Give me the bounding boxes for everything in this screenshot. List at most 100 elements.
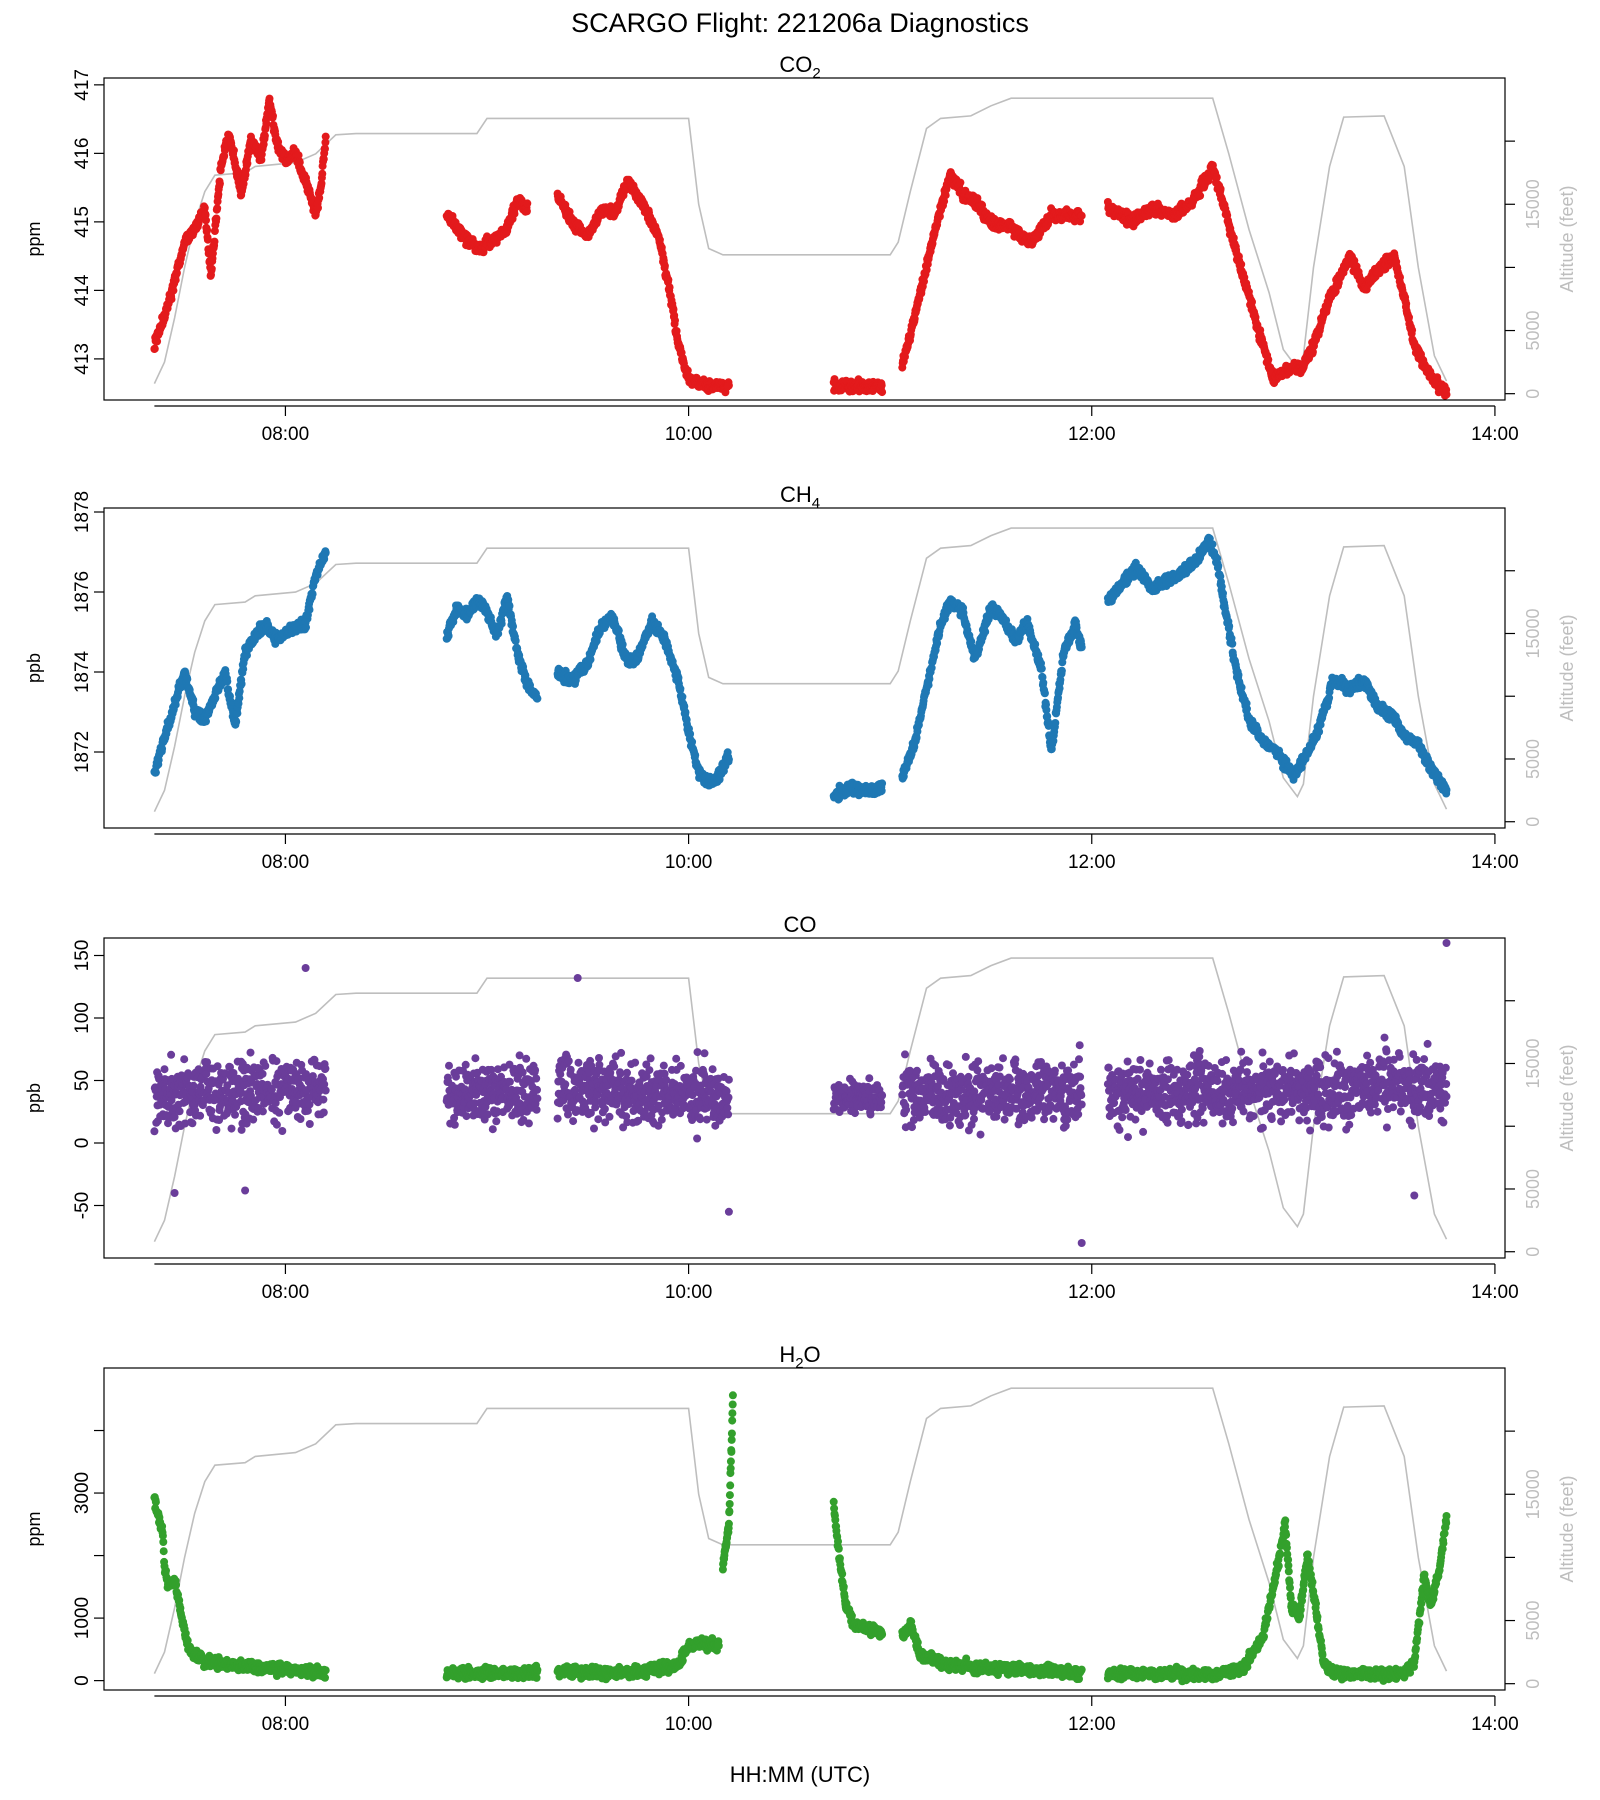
data-point	[497, 619, 506, 628]
data-point	[308, 590, 317, 599]
y-tick-label: 413	[72, 343, 93, 375]
data-point	[318, 169, 327, 178]
y-axis-label: ppm	[24, 221, 44, 256]
altitude-line	[153, 97, 1448, 384]
data-point	[1248, 298, 1256, 306]
data-point	[207, 264, 216, 273]
data-point	[232, 717, 241, 726]
data-point	[314, 203, 322, 212]
data-point	[724, 755, 733, 764]
data-point	[212, 214, 221, 223]
data-point	[321, 132, 330, 141]
data-point	[660, 261, 669, 270]
data-point	[657, 243, 666, 252]
figure-xlabel: HH:MM (UTC)	[730, 1762, 871, 1787]
data-point	[665, 283, 674, 292]
data-point	[210, 237, 219, 246]
data-point	[183, 675, 192, 684]
data-point	[153, 337, 162, 346]
data-point	[935, 212, 944, 221]
series-points-1	[150, 533, 1451, 804]
data-point	[1228, 639, 1237, 648]
x-tick-label: 10:00	[665, 424, 713, 445]
data-point	[302, 623, 310, 632]
panel-title-subscript: 4	[812, 495, 820, 512]
data-point	[1037, 664, 1046, 673]
data-point	[243, 159, 252, 168]
x-tick-label: 12:00	[1068, 424, 1116, 445]
data-point	[1237, 260, 1246, 269]
data-point	[260, 131, 269, 140]
plot-frame	[103, 77, 1506, 401]
data-point	[1396, 273, 1404, 282]
panel-title-subscript: 2	[812, 65, 820, 82]
data-point	[1208, 540, 1217, 549]
data-point	[200, 203, 209, 212]
data-point	[1212, 173, 1221, 182]
data-point	[262, 119, 271, 128]
figure-title: SCARGO Flight: 221206a Diagnostics	[571, 8, 1029, 38]
data-point	[878, 388, 887, 397]
data-point	[1057, 666, 1066, 675]
data-point	[203, 235, 212, 244]
data-point	[202, 216, 210, 225]
data-point	[265, 94, 274, 103]
data-point	[294, 151, 303, 160]
data-point	[676, 684, 685, 693]
data-point	[1219, 589, 1227, 598]
data-point	[171, 276, 180, 285]
data-point	[1196, 191, 1205, 200]
data-point	[295, 158, 304, 167]
data-point	[1225, 622, 1234, 631]
data-point	[229, 146, 238, 155]
data-point	[981, 627, 990, 636]
altitude-tick-label: 5000	[1523, 310, 1543, 350]
data-point	[941, 191, 950, 200]
data-point	[510, 209, 519, 218]
data-point	[233, 166, 242, 175]
data-point	[1237, 683, 1246, 692]
data-point	[664, 275, 673, 284]
data-point	[1217, 582, 1226, 591]
altitude-tick-label: 0	[1523, 389, 1543, 399]
altitude-line	[153, 527, 1448, 813]
y-tick-label: 414	[72, 274, 93, 306]
panel-title-main: CH	[780, 482, 812, 507]
y-tick-label: 417	[72, 69, 93, 101]
data-point	[1040, 689, 1049, 698]
data-point	[1308, 348, 1317, 356]
data-point	[223, 677, 232, 686]
data-point	[877, 381, 886, 390]
data-point	[691, 751, 700, 760]
y-tick-label: 416	[72, 138, 93, 170]
y-tick-label: 415	[72, 206, 93, 238]
data-point	[1039, 678, 1048, 687]
data-point	[671, 316, 679, 325]
data-point	[522, 207, 531, 216]
data-point	[213, 204, 222, 213]
data-point	[203, 226, 212, 235]
data-point	[1264, 355, 1273, 364]
data-point	[877, 786, 886, 795]
data-point	[724, 381, 733, 390]
data-point	[669, 305, 678, 314]
data-point	[321, 138, 330, 147]
data-point	[444, 632, 453, 640]
data-point	[523, 199, 532, 208]
data-point	[237, 680, 246, 688]
data-point	[169, 286, 178, 295]
data-point	[1051, 719, 1060, 727]
data-point	[1216, 185, 1225, 193]
data-point	[614, 626, 623, 635]
altitude-tick-label: 15000	[1523, 179, 1543, 229]
series-points-0	[150, 94, 1451, 400]
data-point	[940, 197, 949, 206]
data-point	[511, 636, 520, 645]
data-point	[317, 179, 326, 188]
data-point	[1077, 211, 1086, 220]
data-point	[1402, 299, 1411, 308]
data-point	[305, 605, 314, 614]
